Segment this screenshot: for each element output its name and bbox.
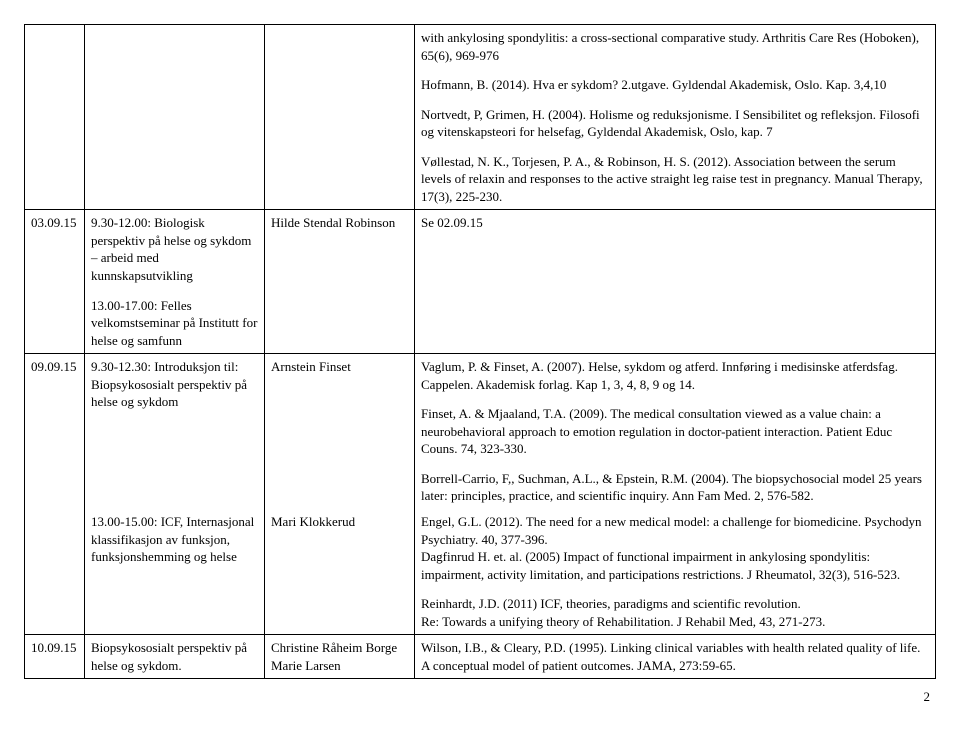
lit-entry: Wilson, I.B., & Cleary, P.D. (1995). Lin…	[421, 639, 929, 674]
cell-teacher: Arnstein Finset	[265, 354, 415, 509]
cell-literature: Vaglum, P. & Finset, A. (2007). Helse, s…	[415, 354, 936, 509]
table-row: with ankylosing spondylitis: a cross-sec…	[25, 25, 936, 210]
table-row: 13.00-15.00: ICF, Internasjonal klassifi…	[25, 509, 936, 635]
topic-para: 9.30-12.00: Biologisk perspektiv på hels…	[91, 214, 258, 284]
cell-date	[25, 25, 85, 210]
cell-literature: Wilson, I.B., & Cleary, P.D. (1995). Lin…	[415, 635, 936, 679]
cell-date: 10.09.15	[25, 635, 85, 679]
topic-para: 13.00-15.00: ICF, Internasjonal klassifi…	[91, 513, 258, 566]
cell-teacher: Mari Klokkerud	[265, 509, 415, 635]
cell-literature: Se 02.09.15	[415, 210, 936, 354]
cell-teacher: Christine Råheim BorgeMarie Larsen	[265, 635, 415, 679]
cell-literature: with ankylosing spondylitis: a cross-sec…	[415, 25, 936, 210]
cell-topic: 9.30-12.00: Biologisk perspektiv på hels…	[85, 210, 265, 354]
lit-entry: with ankylosing spondylitis: a cross-sec…	[421, 29, 929, 64]
table-row: 09.09.15 9.30-12.30: Introduksjon til: B…	[25, 354, 936, 509]
cell-date: 09.09.15	[25, 354, 85, 635]
lit-entry: Hofmann, B. (2014). Hva er sykdom? 2.utg…	[421, 76, 929, 94]
table-row: 03.09.15 9.30-12.00: Biologisk perspekti…	[25, 210, 936, 354]
cell-topic: 13.00-15.00: ICF, Internasjonal klassifi…	[85, 509, 265, 635]
cell-topic	[85, 25, 265, 210]
lit-entry: Borrell-Carrio, F,, Suchman, A.L., & Eps…	[421, 470, 929, 505]
lit-entry: Engel, G.L. (2012). The need for a new m…	[421, 513, 929, 583]
cell-topic: 9.30-12.30: Introduksjon til: Biopsykoso…	[85, 354, 265, 509]
table-row: 10.09.15 Biopsykososialt perspektiv på h…	[25, 635, 936, 679]
lit-entry: Se 02.09.15	[421, 214, 929, 232]
cell-teacher	[265, 25, 415, 210]
cell-literature: Engel, G.L. (2012). The need for a new m…	[415, 509, 936, 635]
cell-date: 03.09.15	[25, 210, 85, 354]
lit-entry: Reinhardt, J.D. (2011) ICF, theories, pa…	[421, 595, 929, 630]
lit-entry: Vøllestad, N. K., Torjesen, P. A., & Rob…	[421, 153, 929, 206]
topic-para: 9.30-12.30: Introduksjon til: Biopsykoso…	[91, 358, 258, 411]
lit-entry: Finset, A. & Mjaaland, T.A. (2009). The …	[421, 405, 929, 458]
topic-para: 13.00-17.00: Felles velkomstseminar på I…	[91, 297, 258, 350]
cell-teacher: Hilde Stendal Robinson	[265, 210, 415, 354]
page-number: 2	[24, 689, 936, 705]
cell-topic: Biopsykososialt perspektiv på helse og s…	[85, 635, 265, 679]
lit-entry: Vaglum, P. & Finset, A. (2007). Helse, s…	[421, 358, 929, 393]
lit-entry: Nortvedt, P, Grimen, H. (2004). Holisme …	[421, 106, 929, 141]
schedule-table: with ankylosing spondylitis: a cross-sec…	[24, 24, 936, 679]
